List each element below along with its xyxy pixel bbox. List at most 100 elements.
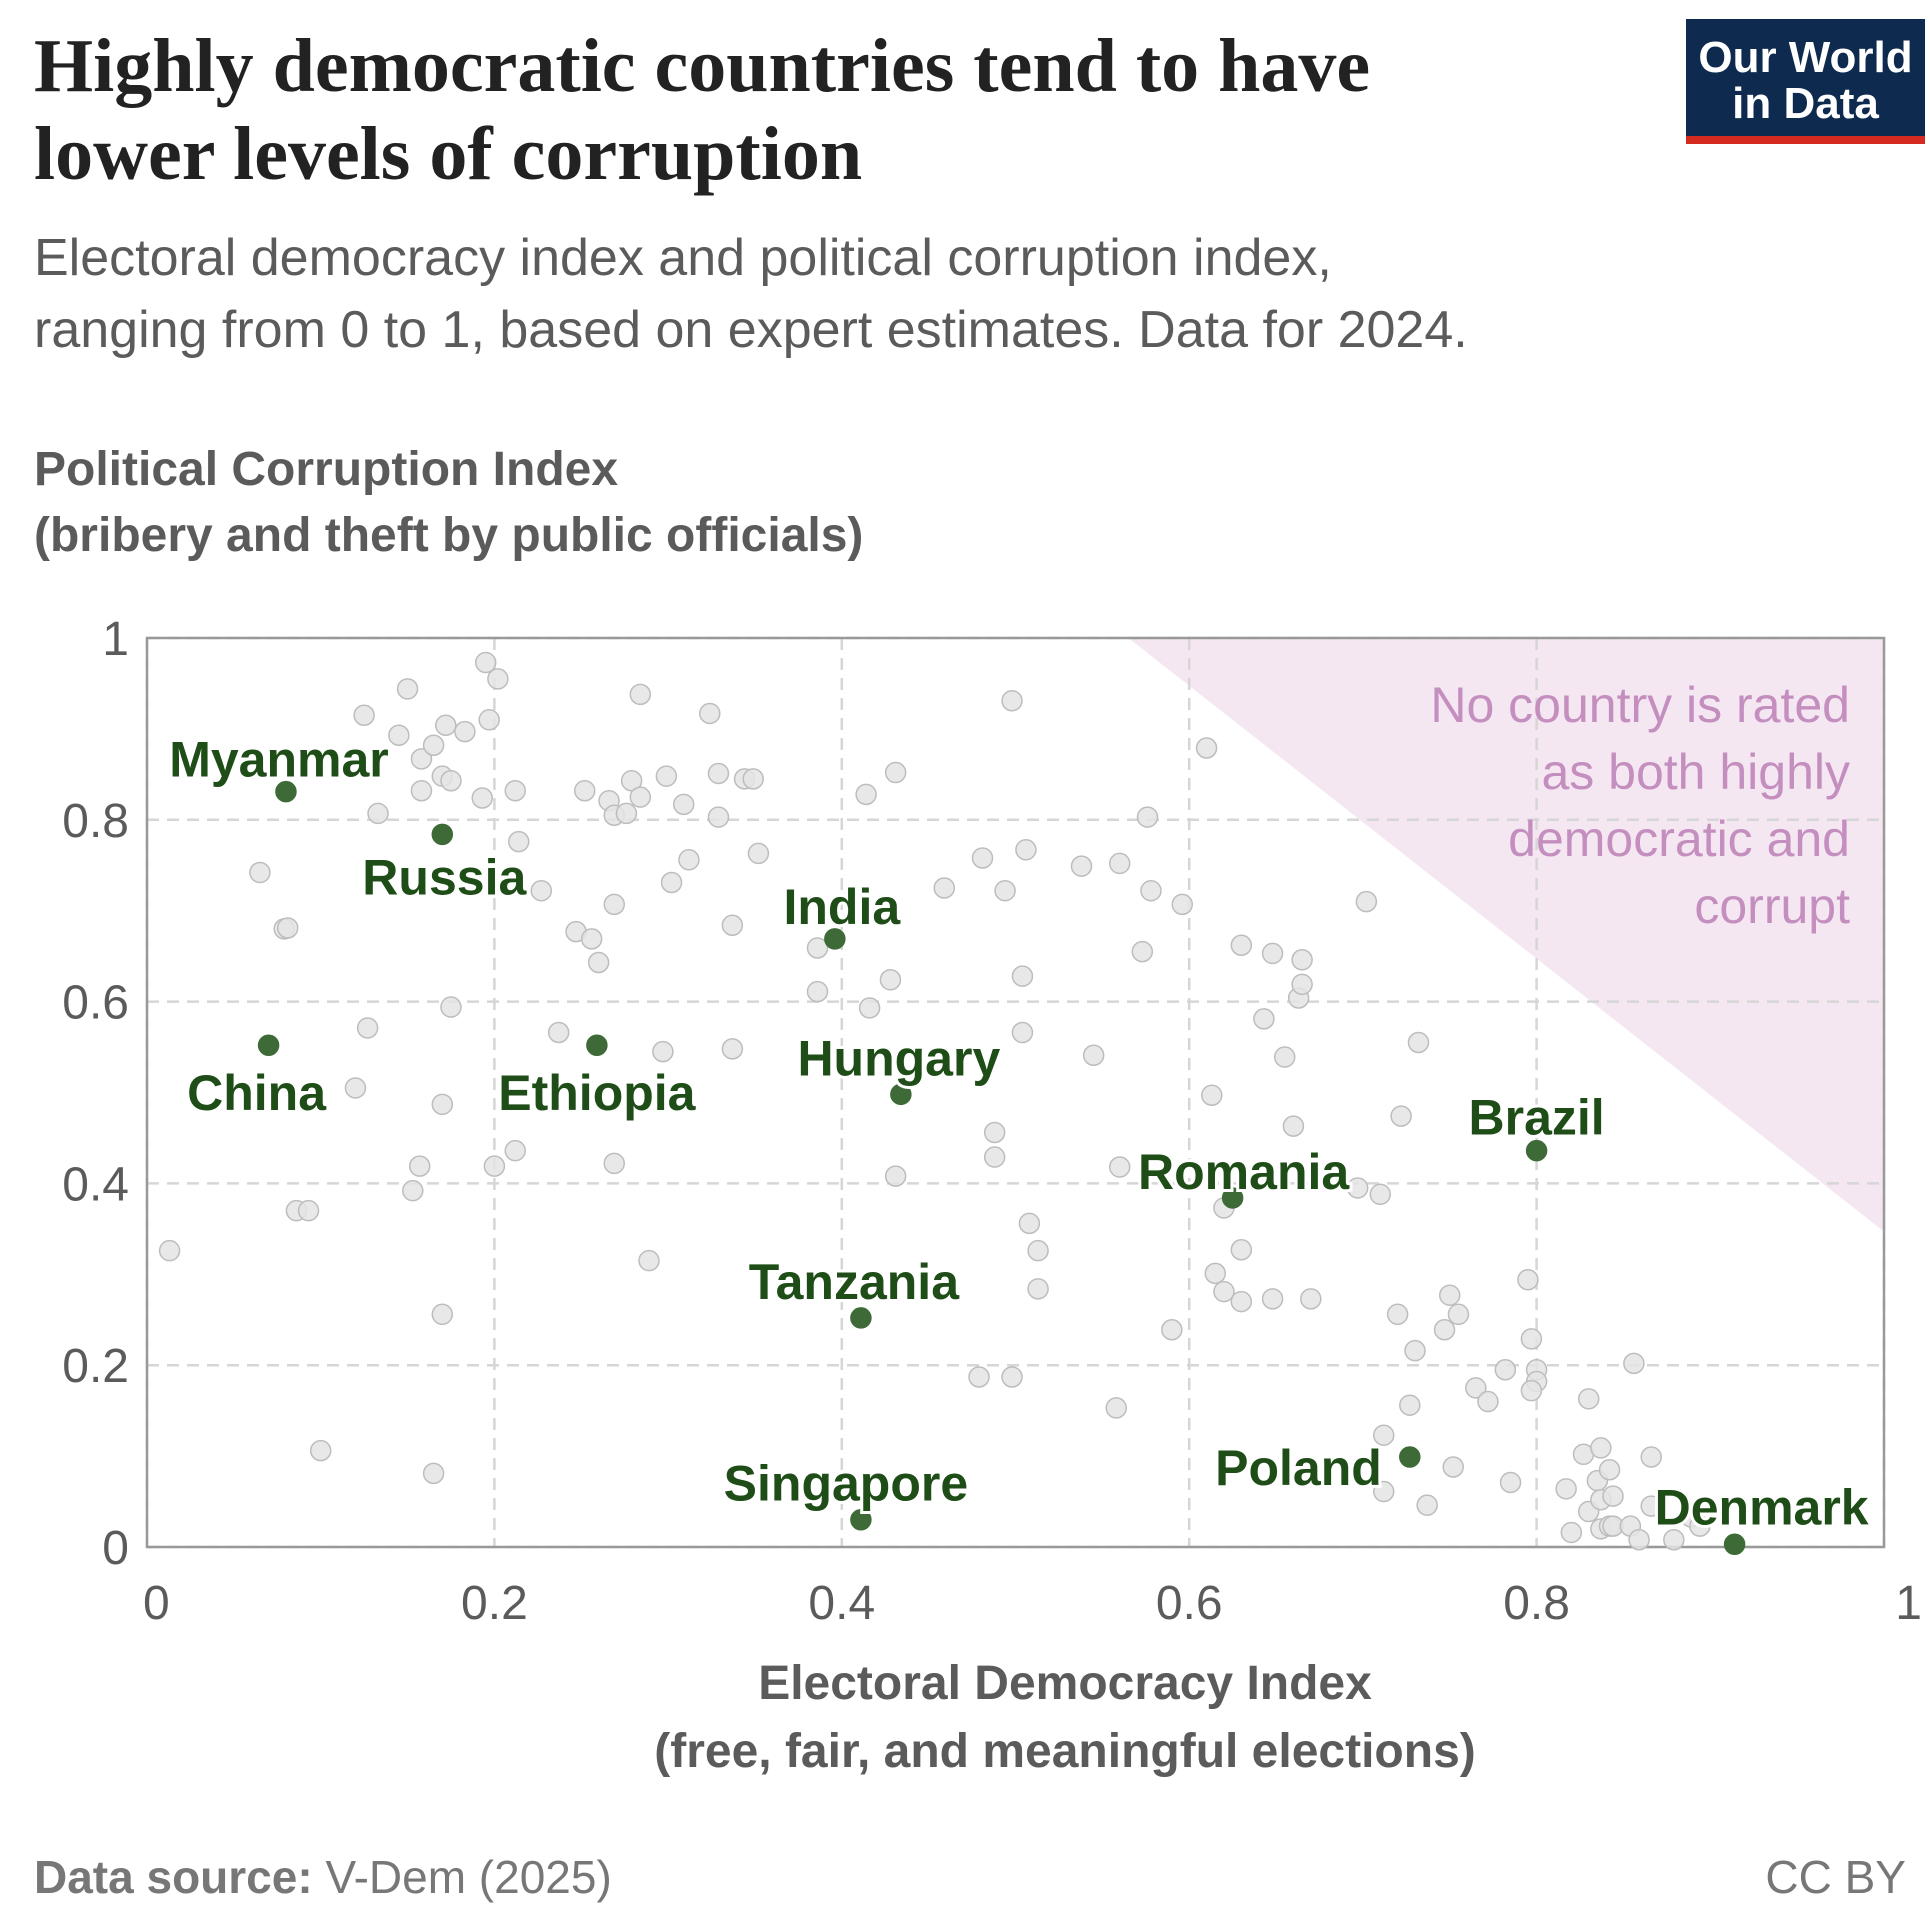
point (276, 917, 299, 939)
point (353, 704, 375, 727)
point (1108, 852, 1131, 875)
point (603, 1152, 626, 1175)
point (1253, 1008, 1275, 1030)
point (422, 734, 445, 757)
source-text: V-Dem (2025) (325, 1851, 612, 1903)
point (858, 997, 881, 1019)
highlight-point (1399, 1446, 1421, 1468)
point (504, 1139, 526, 1162)
point (1560, 1521, 1583, 1544)
x-tick-label: 0.6 (1156, 1577, 1223, 1630)
point (478, 709, 500, 731)
x-tick-label: 0.2 (461, 1577, 528, 1630)
point (1520, 1379, 1543, 1402)
point (1386, 1303, 1409, 1326)
chart-subtitle: Electoral democracy index and political … (34, 229, 1468, 359)
license[interactable]: CC BY (1765, 1851, 1906, 1903)
point (1213, 1280, 1235, 1303)
point (431, 1303, 454, 1326)
point (1140, 879, 1162, 902)
point (933, 877, 956, 899)
point (629, 786, 652, 808)
point (806, 937, 829, 959)
point (483, 1155, 506, 1177)
point (884, 1165, 907, 1187)
point (402, 1179, 424, 1202)
point (1623, 1352, 1645, 1375)
point (1261, 942, 1284, 965)
point (1273, 1046, 1296, 1068)
point (1499, 1471, 1522, 1494)
point (1282, 1115, 1305, 1137)
point (1628, 1528, 1650, 1551)
source: Data source: V-Dem (2025) (34, 1850, 612, 1904)
highlight-point (850, 1307, 872, 1329)
plot-frame (145, 636, 1886, 1549)
point (994, 879, 1016, 902)
point (249, 861, 271, 884)
point (1372, 1424, 1395, 1446)
point (1399, 1394, 1421, 1416)
highlight-point (1221, 1187, 1244, 1209)
source-label: Data source: (34, 1851, 313, 1903)
point (356, 1017, 379, 1039)
annotation: No country is rated as both highly democ… (1430, 677, 1850, 934)
point (1355, 890, 1378, 913)
point (707, 762, 730, 785)
point (707, 806, 730, 828)
point (1404, 1339, 1426, 1362)
point (983, 1121, 1006, 1144)
point (410, 748, 433, 770)
point (1416, 1494, 1438, 1516)
point (1590, 1437, 1612, 1459)
point-label: Poland (1215, 1440, 1382, 1496)
logo[interactable]: Our World in Data (1686, 19, 1925, 144)
point (1015, 839, 1037, 861)
point (742, 768, 764, 790)
point (1640, 1495, 1662, 1517)
point (435, 714, 457, 737)
point (344, 1077, 367, 1099)
point (1108, 1156, 1131, 1178)
point-label: India (784, 879, 902, 935)
point-label: Denmark (1655, 1479, 1869, 1535)
point (1195, 737, 1218, 759)
point-label: Romania (1138, 1144, 1350, 1200)
point (1442, 1456, 1464, 1478)
point (699, 702, 721, 725)
point (983, 1146, 1006, 1168)
point (504, 779, 526, 802)
point (1407, 1031, 1430, 1054)
point (1230, 934, 1253, 956)
highlight-point (431, 823, 454, 846)
point (487, 668, 509, 690)
highlight-point (257, 1034, 280, 1056)
point (638, 1249, 660, 1272)
x-tick-label: 0.4 (808, 1577, 875, 1630)
point (454, 720, 476, 743)
point (1465, 1377, 1487, 1399)
point (1011, 965, 1034, 987)
point (1204, 1262, 1227, 1285)
y-tick-label: 1 (102, 613, 129, 666)
point (573, 779, 596, 802)
point (1261, 1288, 1284, 1310)
point-label: Singapore (724, 1456, 968, 1512)
point (388, 724, 410, 747)
y-tick-label: 0.2 (62, 1340, 129, 1393)
point (580, 928, 603, 950)
point (1291, 949, 1313, 971)
point (1300, 1288, 1322, 1310)
point-label: Brazil (1469, 1090, 1605, 1146)
point (309, 1439, 332, 1462)
point (1018, 1212, 1041, 1235)
point (367, 802, 389, 825)
point (1070, 855, 1093, 877)
point (1230, 1290, 1253, 1313)
point (1369, 1183, 1392, 1206)
point (1011, 1021, 1034, 1044)
point (1001, 1366, 1023, 1388)
point (530, 879, 553, 902)
point (1447, 1303, 1470, 1326)
point (422, 1462, 445, 1485)
